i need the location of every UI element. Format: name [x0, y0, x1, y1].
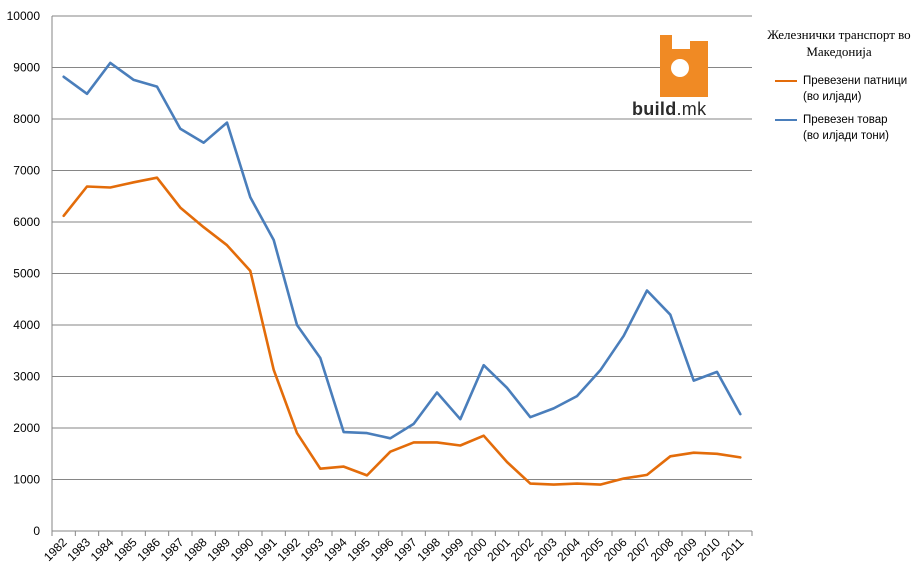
y-tick-label: 6000: [13, 215, 40, 229]
y-tick-label: 7000: [13, 164, 40, 178]
y-tick-label: 0: [33, 524, 40, 538]
legend-label-freight-line2: (во илјади тони): [803, 130, 889, 142]
x-tick-label: 1998: [414, 535, 443, 564]
x-tick-label: 2008: [648, 535, 677, 564]
x-tick-label: 2010: [694, 535, 723, 564]
logo-wordmark: build.mk: [632, 99, 706, 120]
series-line-freight: [62, 61, 742, 440]
logo-word-suffix: .mk: [676, 99, 707, 119]
x-tick-labels: 1982198319841985198619871988198919901991…: [41, 535, 747, 564]
x-tick-label: 1994: [321, 535, 350, 564]
y-tick-label: 5000: [13, 267, 40, 281]
x-tick-label: 1982: [41, 535, 70, 564]
y-tick-label: 10000: [7, 9, 41, 23]
x-tick-label: 1990: [228, 535, 257, 564]
y-tick-label: 9000: [13, 61, 40, 75]
x-tick-label: 1992: [274, 535, 303, 564]
legend-swatch-freight: [775, 119, 797, 121]
x-tick-label: 1996: [368, 535, 397, 564]
x-tick-label: 1989: [204, 535, 233, 564]
x-tick-label: 2006: [601, 535, 630, 564]
x-tick-label: 1999: [438, 535, 467, 564]
gridlines: [52, 15, 752, 480]
x-tick-label: 2011: [718, 535, 746, 563]
x-tick-label: 1983: [64, 535, 93, 564]
logo-mark-icon: [660, 35, 708, 97]
x-tick-label: 2004: [554, 535, 583, 564]
legend-label-passengers-line2: (во илјади): [803, 91, 862, 103]
x-tick-label: 1984: [88, 535, 117, 564]
legend-label-freight-line1: Превезен товар: [803, 114, 888, 126]
y-tick-label: 1000: [13, 473, 40, 487]
chart-title: Железнички транспорт во Македонија: [767, 27, 911, 59]
x-tick-label: 1997: [391, 535, 420, 564]
axes: [51, 16, 753, 536]
series-line-passengers: [62, 176, 742, 486]
x-tick-label: 2000: [461, 535, 490, 564]
x-tick-label: 1991: [251, 535, 280, 564]
y-tick-label: 3000: [13, 370, 40, 384]
y-tick-labels: 0 1000 2000 3000 4000 5000 6000 7000 8000 9000 100…: [7, 9, 41, 538]
legend-swatch-passengers: [775, 80, 797, 82]
x-tick-label: 1995: [344, 535, 373, 564]
x-tick-label: 1993: [298, 535, 327, 564]
legend-label-passengers: Превезени патници (во илјади): [803, 73, 918, 105]
x-tick-label: 2009: [671, 535, 700, 564]
x-tick-label: 2001: [484, 535, 513, 564]
y-tick-label: 8000: [13, 112, 40, 126]
x-tick-label: 2007: [624, 535, 653, 564]
x-tick-label: 1987: [158, 535, 187, 564]
legend-label-passengers-line1: Превезени патници: [803, 75, 908, 87]
legend-label-freight: Превезен товар (во илјади тони): [803, 112, 918, 144]
y-tick-label: 2000: [13, 421, 40, 435]
x-tick-label: 2005: [578, 535, 607, 564]
x-tick-label: 2002: [508, 535, 537, 564]
x-tick-label: 1986: [134, 535, 163, 564]
x-tick-label: 2003: [531, 535, 560, 564]
series-lines: [62, 61, 742, 486]
build-mk-logo: build.mk: [630, 35, 725, 127]
x-tick-label: 1985: [111, 535, 140, 564]
logo-word-bold: build: [632, 99, 677, 119]
x-tick-label: 1988: [181, 535, 210, 564]
y-tick-label: 4000: [13, 318, 40, 332]
